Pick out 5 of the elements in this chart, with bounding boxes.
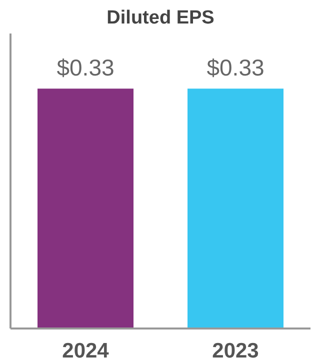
x-tick-label: 2023 bbox=[212, 340, 259, 360]
data-label: $0.33 bbox=[206, 54, 264, 81]
data-label: $0.33 bbox=[56, 54, 114, 81]
chart-title: Diluted EPS bbox=[106, 8, 214, 28]
x-tick-label: 2024 bbox=[62, 340, 110, 360]
